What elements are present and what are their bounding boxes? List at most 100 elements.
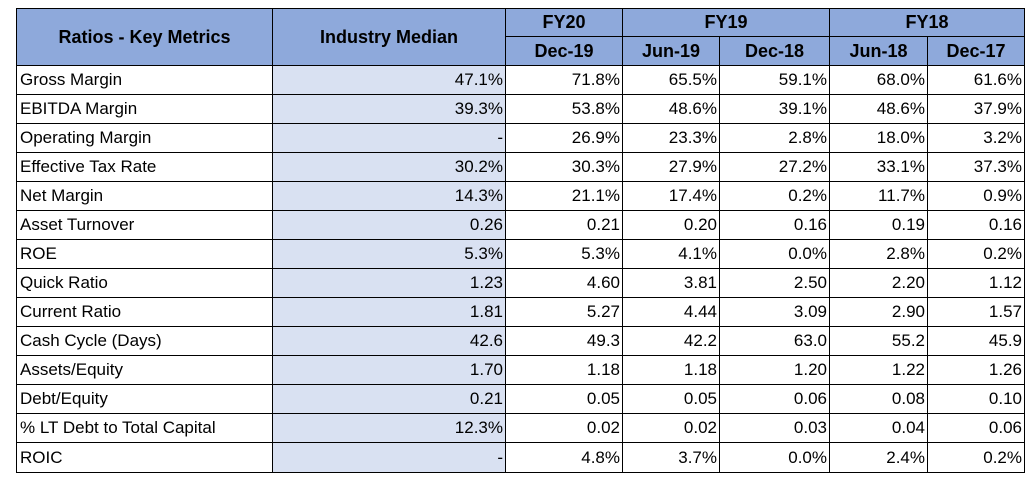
table-row: Quick Ratio 1.23 4.60 3.81 2.50 2.20 1.12 xyxy=(16,268,1025,298)
period-value: 4.44 xyxy=(622,297,720,327)
corner-header: Ratios - Key Metrics xyxy=(16,8,273,66)
period-value: 1.12 xyxy=(927,268,1025,298)
metric-label: EBITDA Margin xyxy=(16,94,273,124)
period-value: 0.19 xyxy=(829,210,928,240)
period-value: 63.0 xyxy=(719,326,830,356)
period-value: 23.3% xyxy=(622,123,720,153)
period-value: 17.4% xyxy=(622,181,720,211)
period-header-jun-18: Jun-18 xyxy=(829,36,928,66)
metric-label: Current Ratio xyxy=(16,297,273,327)
industry-median-value: - xyxy=(272,123,506,153)
fiscal-year-header-fy18: FY18 xyxy=(829,8,1025,37)
period-value: 0.05 xyxy=(505,384,623,414)
industry-median-value: 39.3% xyxy=(272,94,506,124)
period-value: 53.8% xyxy=(505,94,623,124)
industry-median-value: 1.23 xyxy=(272,268,506,298)
industry-median-value: 1.81 xyxy=(272,297,506,327)
period-value: 48.6% xyxy=(622,94,720,124)
industry-median-value: 47.1% xyxy=(272,65,506,95)
period-value: 0.02 xyxy=(622,413,720,443)
period-value: 1.18 xyxy=(622,355,720,385)
period-value: 0.21 xyxy=(505,210,623,240)
period-value: 26.9% xyxy=(505,123,623,153)
period-value: 0.06 xyxy=(719,384,830,414)
period-value: 0.05 xyxy=(622,384,720,414)
table-row: Debt/Equity 0.21 0.05 0.05 0.06 0.08 0.10 xyxy=(16,384,1025,414)
fiscal-year-header-fy19: FY19 xyxy=(622,8,830,37)
period-value: 37.9% xyxy=(927,94,1025,124)
period-value: 3.81 xyxy=(622,268,720,298)
table-row: Effective Tax Rate 30.2% 30.3% 27.9% 27.2% 33… xyxy=(16,152,1025,182)
period-value: 48.6% xyxy=(829,94,928,124)
table-row: Asset Turnover 0.26 0.21 0.20 0.16 0.19 0.16 xyxy=(16,210,1025,240)
period-value: 2.4% xyxy=(829,442,928,473)
period-value: 37.3% xyxy=(927,152,1025,182)
industry-median-value: - xyxy=(272,442,506,473)
period-value: 39.1% xyxy=(719,94,830,124)
period-value: 0.16 xyxy=(719,210,830,240)
table-row: Assets/Equity 1.70 1.18 1.18 1.20 1.22 1.26 xyxy=(16,355,1025,385)
period-value: 4.1% xyxy=(622,239,720,269)
period-value: 18.0% xyxy=(829,123,928,153)
table-row: Cash Cycle (Days) 42.6 49.3 42.2 63.0 55.2 45.… xyxy=(16,326,1025,356)
metric-label: % LT Debt to Total Capital xyxy=(16,413,273,443)
industry-median-value: 14.3% xyxy=(272,181,506,211)
metric-label: Cash Cycle (Days) xyxy=(16,326,273,356)
table-row: ROIC -4.8% 3.7% 0.0% 2.4% 0.2% xyxy=(16,442,1025,473)
industry-median-header: Industry Median xyxy=(272,8,506,66)
period-header-dec-19: Dec-19 xyxy=(505,36,623,66)
period-value: 27.2% xyxy=(719,152,830,182)
metric-label: Assets/Equity xyxy=(16,355,273,385)
metric-label: ROE xyxy=(16,239,273,269)
period-value: 45.9 xyxy=(927,326,1025,356)
period-value: 0.16 xyxy=(927,210,1025,240)
period-value: 0.2% xyxy=(927,239,1025,269)
industry-median-value: 0.21 xyxy=(272,384,506,414)
period-value: 49.3 xyxy=(505,326,623,356)
industry-median-value: 30.2% xyxy=(272,152,506,182)
period-value: 33.1% xyxy=(829,152,928,182)
metric-label: Net Margin xyxy=(16,181,273,211)
period-value: 1.18 xyxy=(505,355,623,385)
period-value: 2.90 xyxy=(829,297,928,327)
period-value: 3.2% xyxy=(927,123,1025,153)
period-value: 1.20 xyxy=(719,355,830,385)
period-value: 4.60 xyxy=(505,268,623,298)
period-value: 0.2% xyxy=(927,442,1025,473)
metric-label: Operating Margin xyxy=(16,123,273,153)
period-header-jun-19: Jun-19 xyxy=(622,36,720,66)
period-value: 30.3% xyxy=(505,152,623,182)
industry-median-value: 0.26 xyxy=(272,210,506,240)
table-row: Operating Margin -26.9% 23.3% 2.8% 18.0% 3.2% xyxy=(16,123,1025,153)
header-row-periods: Dec-19 Jun-19 Dec-18 Jun-18 Dec-17 xyxy=(17,36,1025,66)
period-value: 0.2% xyxy=(719,181,830,211)
period-value: 4.8% xyxy=(505,442,623,473)
period-value: 42.2 xyxy=(622,326,720,356)
period-value: 5.3% xyxy=(505,239,623,269)
period-value: 0.9% xyxy=(927,181,1025,211)
period-value: 1.26 xyxy=(927,355,1025,385)
table-body: Gross Margin 47.1% 71.8% 65.5% 59.1% 68.0% 61.… xyxy=(16,65,1025,473)
table-row: Current Ratio 1.81 5.27 4.44 3.09 2.90 1.57 xyxy=(16,297,1025,327)
table-row: Net Margin 14.3% 21.1% 17.4% 0.2% 11.7% 0.9% xyxy=(16,181,1025,211)
period-value: 0.10 xyxy=(927,384,1025,414)
metric-label: Effective Tax Rate xyxy=(16,152,273,182)
period-value: 3.09 xyxy=(719,297,830,327)
period-value: 2.8% xyxy=(719,123,830,153)
period-value: 71.8% xyxy=(505,65,623,95)
metric-label: Quick Ratio xyxy=(16,268,273,298)
period-header-dec-18: Dec-18 xyxy=(719,36,830,66)
metric-label: Debt/Equity xyxy=(16,384,273,414)
period-value: 2.20 xyxy=(829,268,928,298)
period-value: 1.57 xyxy=(927,297,1025,327)
header-row-fiscal-years: Ratios - Key Metrics Industry Median FY2… xyxy=(16,8,1025,66)
period-header-dec-17: Dec-17 xyxy=(927,36,1025,66)
industry-median-value: 5.3% xyxy=(272,239,506,269)
metric-label: ROIC xyxy=(16,442,273,473)
industry-median-value: 12.3% xyxy=(272,413,506,443)
table-row: % LT Debt to Total Capital 12.3% 0.02 0.02 0… xyxy=(16,413,1025,443)
period-value: 2.50 xyxy=(719,268,830,298)
period-value: 0.08 xyxy=(829,384,928,414)
period-value: 0.02 xyxy=(505,413,623,443)
period-value: 55.2 xyxy=(829,326,928,356)
